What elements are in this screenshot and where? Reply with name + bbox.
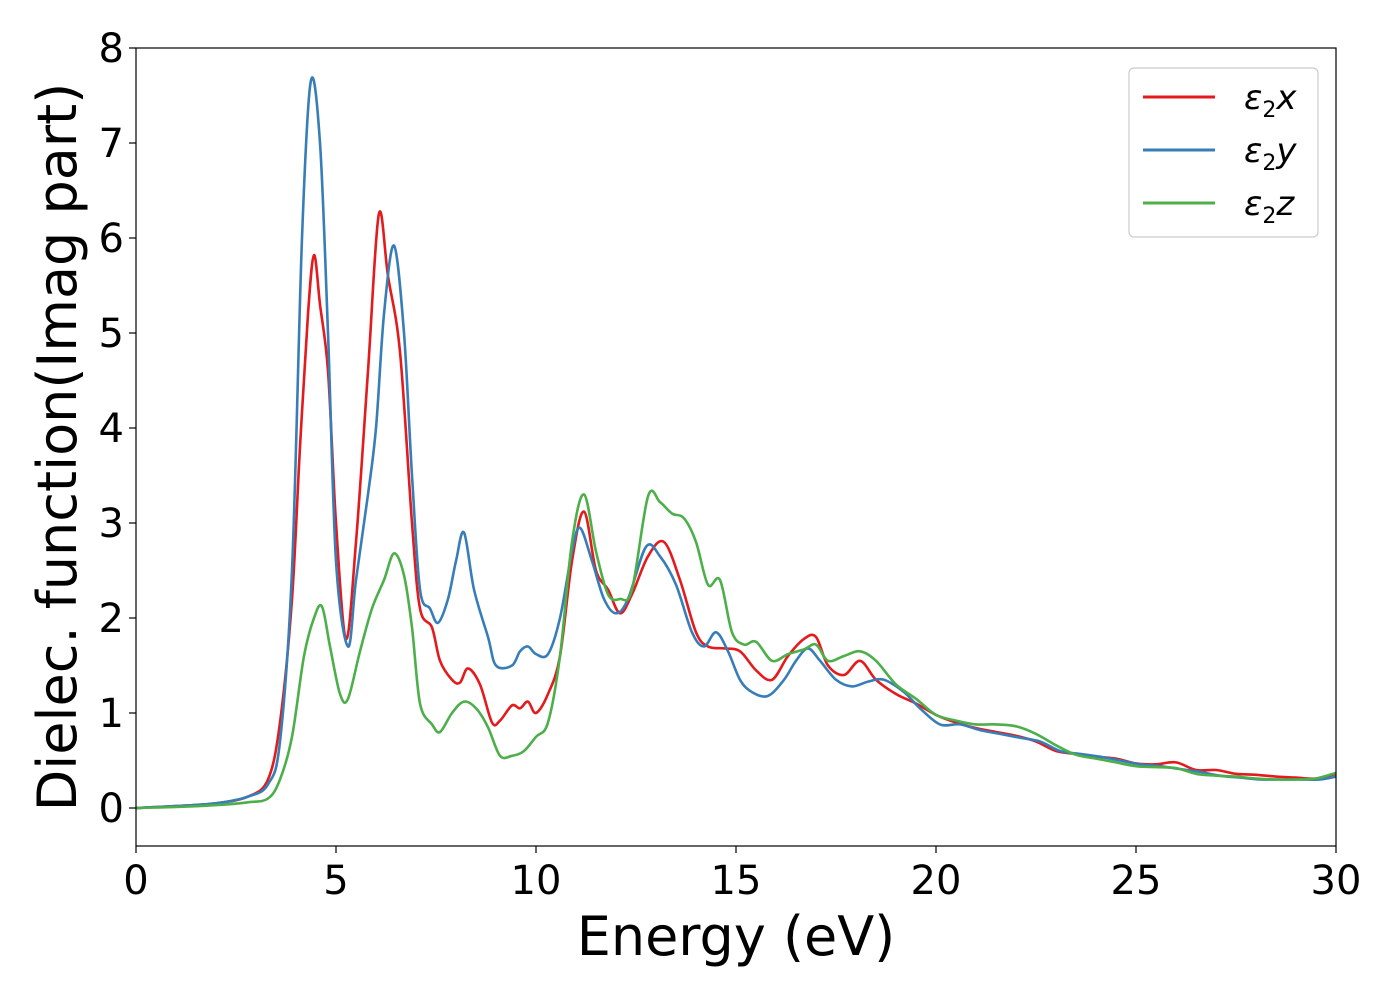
y-tick-label: 5 — [99, 311, 124, 357]
plot-lines — [135, 76, 1337, 810]
series-line-y — [135, 76, 1337, 810]
legend: ε2x ε2y ε2z — [1128, 67, 1319, 238]
y-axis: 0 1 2 3 4 5 6 7 8 — [99, 26, 136, 832]
x-tick-label: 20 — [911, 858, 962, 904]
x-tick-label: 0 — [123, 858, 148, 904]
y-tick-label: 4 — [99, 406, 124, 452]
legend-entry: ε2z — [1244, 184, 1295, 229]
y-tick-label: 6 — [99, 216, 124, 262]
x-axis-label: Energy (eV) — [577, 905, 896, 968]
x-axis: 0 5 10 15 20 25 30 — [123, 846, 1361, 904]
y-tick-label: 1 — [99, 691, 124, 737]
series-line-x — [135, 210, 1337, 810]
y-tick-label: 0 — [99, 786, 124, 832]
x-tick-label: 10 — [511, 858, 562, 904]
y-tick-label: 8 — [99, 26, 124, 72]
y-tick-label: 7 — [99, 121, 124, 167]
y-tick-label: 2 — [99, 596, 124, 642]
x-tick-label: 5 — [323, 858, 348, 904]
y-axis-label: Dielec. function(Imag part) — [26, 83, 89, 812]
x-tick-label: 15 — [711, 858, 762, 904]
x-tick-label: 30 — [1311, 858, 1362, 904]
series-line-z — [135, 489, 1337, 810]
legend-entry: ε2x — [1244, 78, 1297, 123]
legend-entry: ε2y — [1244, 131, 1297, 176]
y-tick-label: 3 — [99, 501, 124, 547]
legend-box — [1128, 67, 1319, 238]
x-tick-label: 25 — [1111, 858, 1162, 904]
